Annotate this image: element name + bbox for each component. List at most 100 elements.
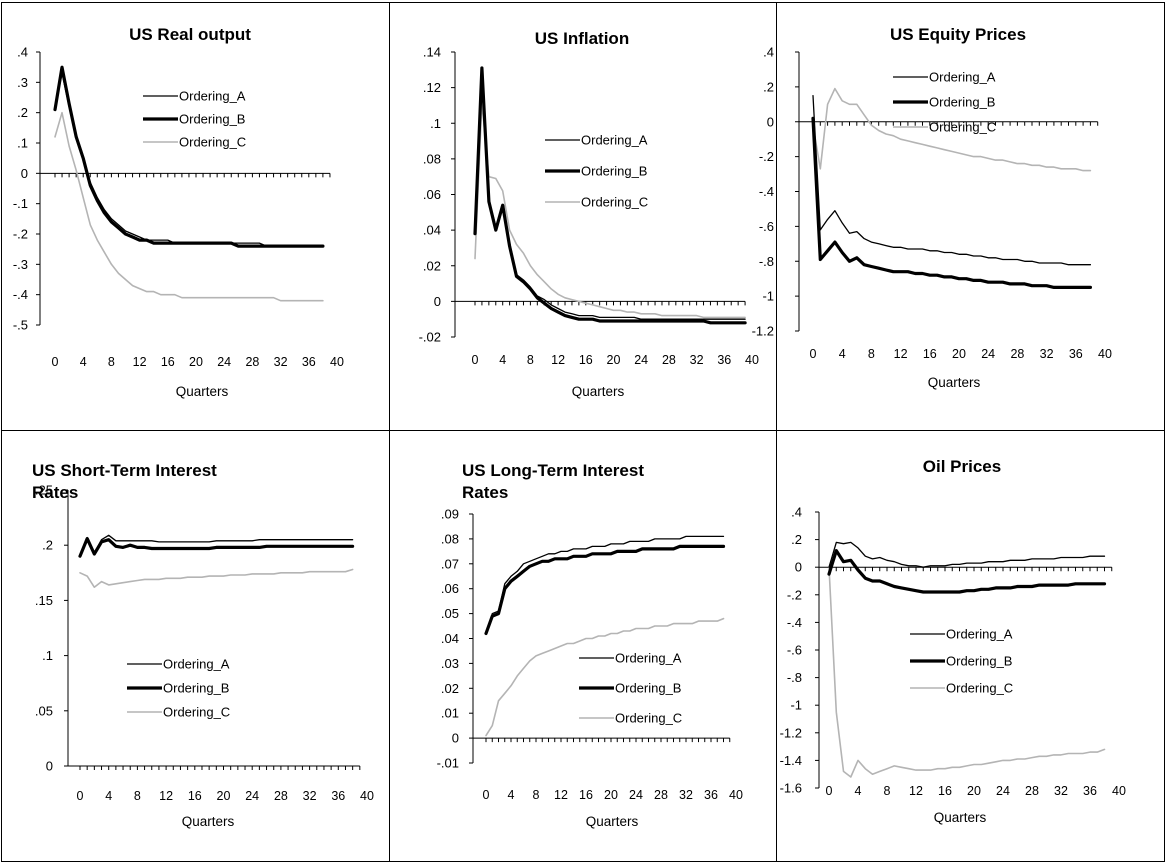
legend-label: Ordering_B <box>179 112 245 127</box>
y-tick-label: 0 <box>795 560 802 575</box>
chart-title-line-1: US Long-Term Interest <box>462 461 644 480</box>
x-tick-label: 8 <box>884 784 891 798</box>
series-line-ordering-a <box>812 94 1092 266</box>
y-tick-label: .08 <box>441 531 459 546</box>
x-tick-label: 12 <box>159 789 173 803</box>
plot-area: .14 .12 .1 .08 .06 .04 .02 0 -.02 0 4 8 12 16 20 24 28 32… <box>419 45 759 368</box>
x-tick-label: 24 <box>996 784 1010 798</box>
x-axis-label: Quarters <box>928 375 981 390</box>
y-tick-label: .06 <box>441 581 459 596</box>
x-tick-label: 28 <box>662 353 676 367</box>
x-tick-label: 32 <box>1040 347 1054 361</box>
y-tick-label: .25 <box>35 483 53 498</box>
x-tick-label: 16 <box>938 784 952 798</box>
x-tick-label: 4 <box>855 784 862 798</box>
x-tick-label: 36 <box>331 789 345 803</box>
x-tick-label: 8 <box>134 789 141 803</box>
x-tick-label: 40 <box>1112 784 1126 798</box>
x-tick-label: 40 <box>729 788 743 802</box>
y-tick-label: -.8 <box>759 254 774 269</box>
y-tick-label: .02 <box>441 681 459 696</box>
legend-label: Ordering_B <box>929 95 995 110</box>
y-tick-label: -.2 <box>759 149 774 164</box>
x-tick-label: 0 <box>472 353 479 367</box>
series-line-ordering-b <box>53 65 325 248</box>
x-axis-label: Quarters <box>182 814 235 829</box>
y-tick-label: .3 <box>17 75 28 90</box>
x-tick-label: 24 <box>634 353 648 367</box>
panel-us-equity-prices: US Equity Prices .4 .2 0 -.2 -.4 -.6 -.8 -1 -1.2… <box>752 25 1112 390</box>
x-tick-label: 0 <box>483 788 490 802</box>
series-line-ordering-c <box>812 87 1092 172</box>
chart-title: US Long-Term Interest Rates <box>462 461 649 502</box>
series-line-ordering-b <box>484 544 726 636</box>
x-axis-label: Quarters <box>176 384 229 399</box>
x-tick-label: 40 <box>1098 347 1112 361</box>
x-tick-label: 4 <box>508 788 515 802</box>
x-tick-label: 24 <box>629 788 643 802</box>
y-tick-label: 0 <box>767 114 774 129</box>
x-tick-label: 40 <box>360 789 374 803</box>
y-tick-label: -.02 <box>419 330 441 345</box>
x-tick-label: 12 <box>133 355 147 369</box>
y-tick-label: -1.2 <box>752 324 774 339</box>
y-tick-label: -.01 <box>437 756 459 771</box>
series-line-ordering-c <box>54 111 324 302</box>
panel-us-long-term-interest-rates: US Long-Term Interest Rates .09 .08 .07 .06… <box>437 461 743 829</box>
series-line-ordering-a <box>79 534 354 557</box>
x-axis-label: Quarters <box>586 814 639 829</box>
y-tick-label: .2 <box>17 105 28 120</box>
x-tick-label: 8 <box>108 355 115 369</box>
chart-title-line-2: Rates <box>32 483 78 502</box>
series-line-ordering-b <box>473 66 747 325</box>
legend: Ordering_A Ordering_B Ordering_C <box>127 657 230 720</box>
y-tick-label: -.4 <box>13 287 28 302</box>
x-tick-label: 8 <box>868 347 875 361</box>
x-tick-label: 32 <box>303 789 317 803</box>
y-tick-label: .08 <box>423 151 441 166</box>
chart-title-line-1: US Short-Term Interest <box>32 461 217 480</box>
y-tick-label: .05 <box>35 703 53 718</box>
y-tick-label: .4 <box>763 45 774 60</box>
y-tick-label: .02 <box>423 258 441 273</box>
x-tick-label: 32 <box>690 353 704 367</box>
x-tick-label: 4 <box>80 355 87 369</box>
x-tick-label: 32 <box>1054 784 1068 798</box>
chart-title: US Real output <box>129 25 251 44</box>
y-tick-label: -.6 <box>759 219 774 234</box>
x-axis-label: Quarters <box>934 810 987 825</box>
legend-label: Ordering_A <box>929 70 996 85</box>
panel-us-short-term-interest-rates: US Short-Term Interest Rates .25 .2 .15 .1.… <box>32 461 374 829</box>
y-tick-label: .1 <box>430 116 441 131</box>
x-tick-label: 20 <box>952 347 966 361</box>
plot-area: .09 .08 .07 .06 .05 .04 .03 .02 .01 0 -.01 0 4 8 12 16 2… <box>437 507 743 803</box>
series-line-ordering-b <box>78 536 355 558</box>
y-tick-label: 0 <box>46 759 53 774</box>
x-tick-label: 16 <box>188 789 202 803</box>
legend-label: Ordering_A <box>581 133 648 148</box>
x-tick-label: 16 <box>579 353 593 367</box>
legend: Ordering_A Ordering_B Ordering_C <box>143 89 246 150</box>
plot-area: .4 .3 .2 .1 0 -.1 -.2 -.3 -.4 -.5 0 4 8 12 16 20 24 28 32 3… <box>13 45 344 370</box>
y-tick-label: .2 <box>42 538 53 553</box>
x-tick-label: 12 <box>551 353 565 367</box>
legend-label: Ordering_C <box>163 705 230 720</box>
x-tick-label: 36 <box>1083 784 1097 798</box>
plot-area: .4 .2 0 -.2 -.4 -.6 -.8 -1 -1.2 0 4 8 12 16 20 24 28 32 36… <box>752 45 1112 362</box>
chart-title: US Short-Term Interest Rates <box>32 461 222 502</box>
x-tick-label: 0 <box>810 347 817 361</box>
y-tick-label: .12 <box>423 80 441 95</box>
series-line-ordering-c <box>485 617 725 737</box>
series-line-ordering-c <box>474 101 746 319</box>
x-tick-label: 28 <box>1025 784 1039 798</box>
y-tick-label: 0 <box>434 294 441 309</box>
y-tick-label: 0 <box>452 731 459 746</box>
x-tick-label: 28 <box>274 789 288 803</box>
x-tick-label: 36 <box>1069 347 1083 361</box>
x-tick-label: 40 <box>745 353 759 367</box>
series-line-ordering-a <box>828 541 1106 568</box>
y-tick-label: -1.6 <box>780 781 802 796</box>
y-tick-label: .4 <box>791 505 802 520</box>
